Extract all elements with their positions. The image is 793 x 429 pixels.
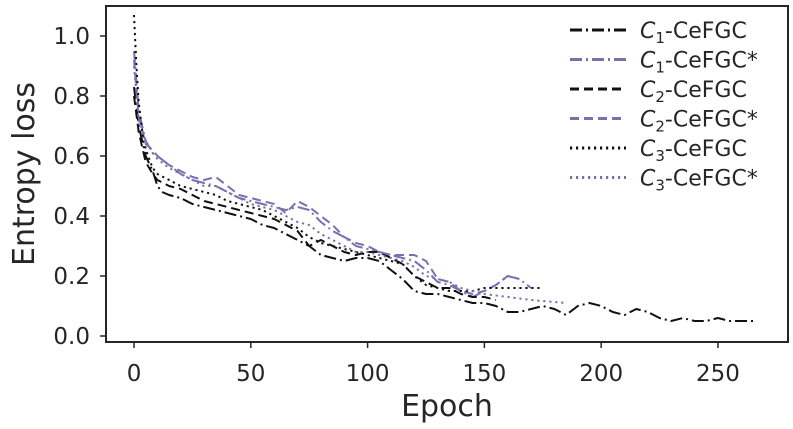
x-tick-label: 50 bbox=[236, 361, 265, 387]
legend-label-c3: C3-CeFGC bbox=[640, 137, 747, 165]
x-tick-label: 250 bbox=[696, 361, 740, 387]
legend-label-c1: C1-CeFGC bbox=[640, 19, 747, 47]
series-line-c3s bbox=[133, 65, 567, 304]
legend-label-c2: C2-CeFGC bbox=[640, 78, 747, 106]
series-line-c1s bbox=[133, 50, 532, 298]
x-tick-label: 100 bbox=[346, 361, 390, 387]
y-tick-label: 1.0 bbox=[53, 24, 90, 50]
legend-item-c1: C1-CeFGC bbox=[570, 19, 747, 47]
y-tick-label: 0.8 bbox=[53, 84, 90, 110]
legend-item-c3s: C3-CeFGC* bbox=[570, 167, 758, 195]
y-tick-label: 0.2 bbox=[53, 264, 90, 290]
x-axis-title: Epoch bbox=[401, 389, 493, 424]
series-line-c1 bbox=[133, 86, 753, 322]
legend-item-c1s: C1-CeFGC* bbox=[570, 49, 758, 77]
series-line-c3 bbox=[133, 14, 543, 292]
series-line-c2s bbox=[133, 59, 520, 295]
series-line-c2 bbox=[133, 95, 497, 301]
ticks-layer: 0 50 100 150 200 250 0.0 0.2 0.4 0.6 0.8 1.0 bbox=[53, 24, 739, 387]
legend-label-c1s: C1-CeFGC* bbox=[640, 49, 758, 77]
x-tick-label: 150 bbox=[462, 361, 506, 387]
x-tick-label: 0 bbox=[127, 361, 142, 387]
y-axis-title: Entropy loss bbox=[7, 82, 42, 266]
legend-label-c3s: C3-CeFGC* bbox=[640, 167, 758, 195]
plot-frame bbox=[105, 5, 789, 343]
legend-item-c2s: C2-CeFGC* bbox=[570, 108, 758, 136]
legend: C1-CeFGCC1-CeFGC*C2-CeFGCC2-CeFGC*C3-CeF… bbox=[570, 19, 758, 195]
x-tick-label: 200 bbox=[579, 361, 623, 387]
series-layer bbox=[133, 14, 753, 322]
y-tick-label: 0.0 bbox=[53, 324, 90, 350]
y-tick-label: 0.4 bbox=[53, 204, 90, 230]
legend-item-c2: C2-CeFGC bbox=[570, 78, 747, 106]
legend-label-c2s: C2-CeFGC* bbox=[640, 108, 758, 136]
legend-item-c3: C3-CeFGC bbox=[570, 137, 747, 165]
y-tick-label: 0.6 bbox=[53, 144, 90, 170]
